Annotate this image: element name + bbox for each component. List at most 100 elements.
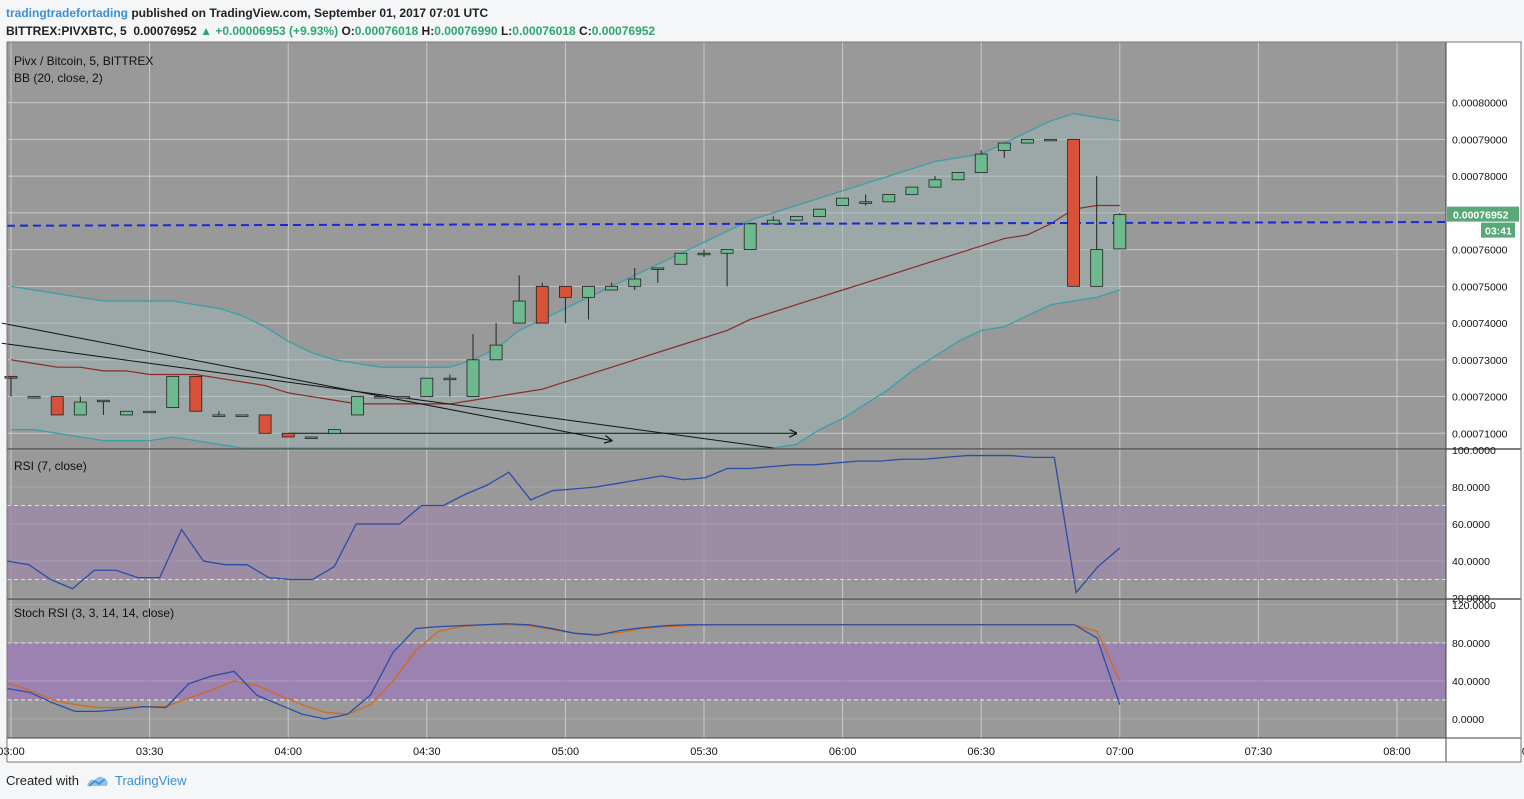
chart-header: tradingtradefortading published on Tradi… bbox=[6, 4, 655, 40]
candle-body bbox=[73, 401, 87, 416]
y-tick-label: 0.00074000 bbox=[1452, 318, 1508, 330]
rsi-band-fill bbox=[7, 505, 1446, 580]
x-tick-label: 04:30 bbox=[413, 746, 441, 758]
candle-body bbox=[143, 410, 157, 414]
bb-lower-line bbox=[11, 289, 1120, 449]
candle-body bbox=[628, 278, 642, 287]
candle-body bbox=[374, 396, 388, 399]
candle-body bbox=[1067, 138, 1080, 287]
x-tick-label: 05:00 bbox=[552, 746, 580, 758]
candle-body bbox=[189, 375, 203, 412]
candle-body bbox=[420, 377, 434, 397]
x-tick-label: 06:30 bbox=[967, 746, 995, 758]
tradingview-brand[interactable]: TradingView bbox=[114, 773, 187, 788]
candle-body bbox=[258, 414, 272, 434]
stoch-tick-label: 0.0000 bbox=[1452, 714, 1484, 726]
y-tick-label: 0.00080000 bbox=[1452, 98, 1508, 110]
rsi-title: RSI (7, close) bbox=[14, 459, 87, 473]
candle-body bbox=[120, 410, 133, 416]
price-axis-area bbox=[1446, 42, 1521, 762]
candle-body bbox=[535, 285, 549, 324]
candle-body bbox=[4, 375, 18, 379]
y-tick-label: 0.00078000 bbox=[1452, 171, 1508, 183]
dashed-level-line bbox=[6, 221, 1447, 227]
main-chart-title: Pivx / Bitcoin, 5, BITTREX bbox=[14, 54, 153, 68]
plot-area bbox=[7, 42, 1446, 762]
candle-body bbox=[166, 375, 180, 408]
candle-body bbox=[743, 223, 757, 250]
x-tick-label: 07:30 bbox=[1245, 746, 1273, 758]
symbol-line: BITTREX:PIVXBTC, 5 0.00076952 ▲ +0.00006… bbox=[6, 22, 655, 40]
tradingview-logo-icon bbox=[86, 776, 108, 787]
candle-body bbox=[327, 429, 341, 434]
x-tick-label: 08:30 bbox=[1522, 746, 1524, 758]
rsi-tick-label: 40.0000 bbox=[1452, 556, 1490, 568]
close-value: 0.00076952 bbox=[591, 24, 656, 38]
chart-frame bbox=[6, 41, 1522, 763]
low-value: 0.00076018 bbox=[512, 24, 576, 38]
candle-body bbox=[836, 197, 849, 206]
high-value: 0.00076990 bbox=[434, 24, 498, 38]
candle-body bbox=[582, 285, 595, 298]
candle-body bbox=[559, 285, 572, 298]
close-label: C: bbox=[579, 24, 592, 38]
candle-body bbox=[489, 344, 503, 361]
stoch-title: Stoch RSI (3, 3, 14, 14, close) bbox=[14, 606, 174, 620]
candle-body bbox=[1021, 138, 1034, 144]
y-tick-label: 0.00073000 bbox=[1452, 355, 1508, 367]
stoch-k-line bbox=[6, 623, 1121, 720]
candle-body bbox=[443, 377, 457, 381]
rsi-tick-label: 60.0000 bbox=[1452, 519, 1490, 531]
bb-fill bbox=[11, 113, 1120, 448]
last-price: 0.00076952 bbox=[133, 24, 197, 38]
trend-line bbox=[1, 322, 612, 441]
candle-body bbox=[951, 172, 965, 181]
rsi-tick-label: 80.0000 bbox=[1452, 482, 1490, 494]
candle-body bbox=[720, 249, 734, 254]
y-tick-label: 0.00076000 bbox=[1452, 245, 1508, 257]
candle-body bbox=[674, 252, 688, 265]
candle-body bbox=[397, 396, 411, 399]
candle-body bbox=[651, 267, 665, 270]
created-with-label: Created with bbox=[6, 773, 79, 788]
candle-body bbox=[859, 201, 873, 204]
x-tick-label: 07:00 bbox=[1106, 746, 1134, 758]
candle-body bbox=[512, 300, 526, 324]
candle-body bbox=[766, 219, 780, 225]
x-tick-label: 03:30 bbox=[136, 746, 164, 758]
bb-indicator-label: BB (20, close, 2) bbox=[14, 71, 103, 85]
stoch-tick-label: 120.0000 bbox=[1452, 600, 1496, 612]
countdown-tag bbox=[1481, 222, 1515, 238]
open-label: O: bbox=[341, 24, 355, 38]
symbol-name: BITTREX:PIVXBTC, 5 bbox=[6, 24, 127, 38]
candle-body bbox=[1090, 249, 1104, 287]
candle-body bbox=[304, 436, 318, 439]
stoch-band-fill bbox=[7, 642, 1446, 700]
y-tick-label: 0.00075000 bbox=[1452, 281, 1508, 293]
candle-body bbox=[281, 432, 295, 438]
y-tick-label: 0.00071000 bbox=[1452, 428, 1508, 440]
stoch-tick-label: 40.0000 bbox=[1452, 676, 1490, 688]
candle-body bbox=[974, 153, 988, 173]
candle-body bbox=[235, 414, 249, 417]
x-tick-label: 04:00 bbox=[274, 746, 302, 758]
candle-body bbox=[813, 208, 826, 217]
y-tick-label: 0.00079000 bbox=[1452, 134, 1508, 146]
candle-body bbox=[351, 396, 364, 416]
x-tick-label: 06:00 bbox=[829, 746, 857, 758]
candle-body bbox=[997, 142, 1011, 151]
bb-basis-line bbox=[10, 204, 1120, 405]
price-change: ▲ +0.00006953 (+9.93%) bbox=[200, 24, 339, 38]
rsi-tick-label: 20.0000 bbox=[1452, 593, 1490, 605]
open-value: 0.00076018 bbox=[354, 24, 419, 38]
author-link[interactable]: tradingtradefortading bbox=[6, 6, 128, 20]
trend-line bbox=[1, 342, 774, 449]
candle-body bbox=[905, 186, 919, 195]
candle-body bbox=[1113, 214, 1127, 250]
publish-info: published on TradingView.com, September … bbox=[131, 6, 489, 20]
candle-body bbox=[97, 399, 110, 403]
stoch-tick-label: 80.0000 bbox=[1452, 638, 1490, 650]
high-label: H: bbox=[421, 24, 435, 38]
last-price-tag-label: 0.00076952 bbox=[1453, 210, 1509, 222]
